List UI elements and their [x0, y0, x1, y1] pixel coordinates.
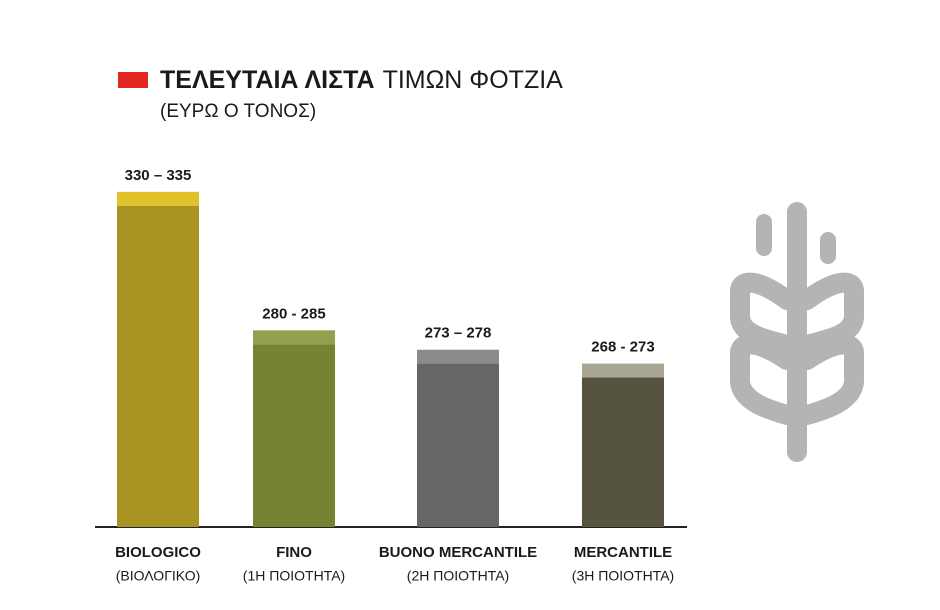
value-label: 280 - 285 [262, 305, 325, 322]
bar-range [582, 363, 664, 378]
x-tick-label: BIOLOGICO [115, 544, 201, 561]
wheat-icon [730, 202, 864, 462]
bar-low [117, 205, 199, 527]
x-tick-label: FINO [276, 544, 312, 561]
x-tick-note: (3Η ΠΟΙΟΤΗΤΑ) [572, 568, 674, 584]
title-regular: ΤΙΜΩΝ ΦΟΤΖΙΑ [383, 66, 564, 94]
x-tick-label: BUONO MERCANTILE [379, 544, 537, 561]
bar-range [117, 191, 199, 206]
x-tick-label: MERCANTILE [574, 544, 672, 561]
bar-low [253, 344, 335, 527]
title-bold: ΤΕΛΕΥΤΑΙΑ ΛΙΣΤΑ [160, 66, 375, 94]
value-label: 273 – 278 [425, 325, 492, 342]
x-tick-note: (2Η ΠΟΙΟΤΗΤΑ) [407, 568, 509, 584]
chart-title: ΤΕΛΕΥΤΑΙΑ ΛΙΣΤΑ ΤΙΜΩΝ ΦΟΤΖΙΑ [160, 66, 563, 94]
value-label: 330 – 335 [125, 167, 192, 184]
value-label: 268 - 273 [591, 339, 654, 356]
x-tick-note: (1Η ΠΟΙΟΤΗΤΑ) [243, 568, 345, 584]
bar-range [253, 330, 335, 345]
bar-low [582, 377, 664, 527]
title-marker [118, 72, 148, 88]
x-tick-note: (ΒΙΟΛΟΓΙΚΟ) [116, 568, 201, 584]
chart-subtitle: (ΕΥΡΩ Ο ΤΟΝΟΣ) [160, 101, 316, 122]
bar-low [417, 363, 499, 527]
bar-range [417, 349, 499, 364]
